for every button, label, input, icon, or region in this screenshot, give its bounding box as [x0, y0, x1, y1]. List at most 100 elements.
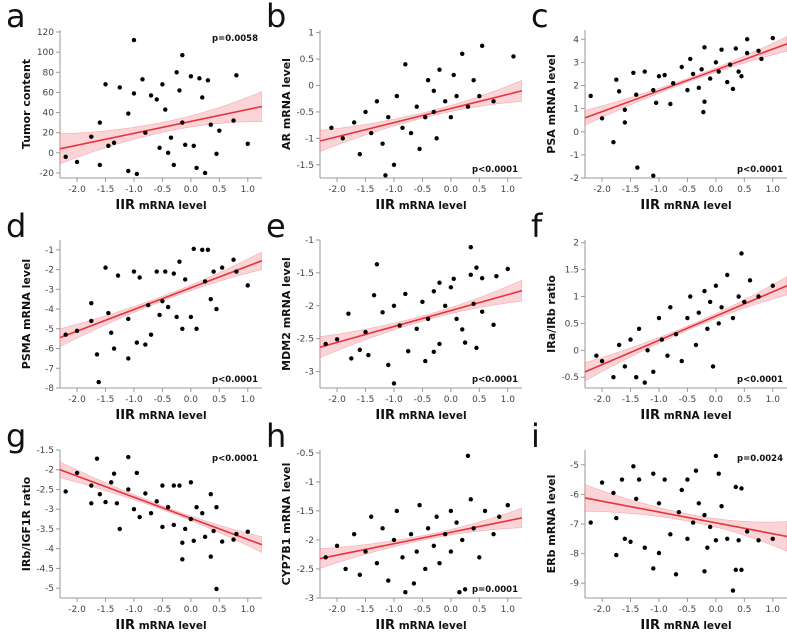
- data-point: [744, 37, 750, 42]
- data-point: [391, 303, 397, 308]
- y-tick-label: -2: [305, 536, 314, 546]
- y-tick-label: 100: [37, 48, 54, 58]
- data-point: [157, 145, 162, 150]
- y-tick-label: -1: [570, 151, 579, 161]
- data-point: [716, 471, 721, 476]
- data-point: [707, 524, 713, 530]
- p-value: p<0.0001: [472, 165, 518, 175]
- y-tick-label: -5: [45, 325, 54, 335]
- x-tick-label: 0.5: [737, 185, 751, 195]
- x-tick-label: 1.0: [241, 605, 256, 615]
- p-value: p<0.0001: [737, 375, 783, 385]
- x-tick-label: 1.0: [501, 185, 516, 195]
- x-tick-label: -0.5: [154, 395, 172, 405]
- plot-area: [320, 240, 522, 388]
- data-point: [174, 70, 179, 75]
- data-point: [642, 545, 647, 550]
- panel-letter: e: [266, 210, 286, 245]
- x-tick-label: -1.5: [622, 605, 640, 615]
- data-point: [131, 37, 137, 43]
- data-point: [386, 362, 391, 368]
- data-point: [636, 326, 642, 331]
- y-tick-label: 80: [43, 68, 55, 78]
- x-tick-label: 0.5: [212, 605, 226, 615]
- data-point: [454, 520, 459, 525]
- data-point: [165, 304, 171, 310]
- data-point: [200, 247, 205, 253]
- data-point: [163, 107, 168, 112]
- y-tick-label: -8: [570, 550, 579, 560]
- data-point: [431, 109, 437, 115]
- data-point: [357, 347, 363, 353]
- data-point: [96, 379, 101, 385]
- data-point: [491, 322, 496, 328]
- data-point: [323, 555, 328, 560]
- data-point: [631, 70, 636, 75]
- data-point: [89, 501, 94, 506]
- data-point: [386, 115, 391, 120]
- data-point: [656, 501, 662, 506]
- y-tick-label: -7: [570, 520, 579, 530]
- data-point: [231, 257, 236, 262]
- data-point: [180, 120, 185, 125]
- data-point: [140, 77, 145, 82]
- data-point: [690, 520, 696, 525]
- x-tick-label: 0.5: [212, 395, 226, 405]
- x-axis-label-main: IIR: [640, 618, 660, 632]
- x-tick-label: 0.0: [444, 395, 459, 405]
- x-tick-label: -1.5: [97, 395, 115, 405]
- data-point: [759, 56, 764, 62]
- data-point: [688, 294, 693, 299]
- x-axis-label: IIR mRNA level: [375, 618, 466, 632]
- data-point: [730, 86, 736, 92]
- data-point: [631, 464, 636, 469]
- x-axis-label: IIR mRNA level: [375, 198, 466, 212]
- data-point: [143, 342, 148, 347]
- data-point: [182, 277, 188, 282]
- x-tick-label: -1.0: [650, 395, 668, 405]
- data-point: [202, 279, 208, 284]
- x-tick-label: -1.0: [125, 605, 143, 615]
- data-point: [437, 560, 442, 566]
- data-point: [702, 512, 707, 518]
- data-point: [160, 82, 165, 87]
- data-point: [690, 71, 696, 77]
- data-point: [188, 516, 194, 522]
- data-point: [434, 514, 439, 519]
- x-tick-label: 0.0: [184, 605, 199, 615]
- y-tick-label: 2: [573, 82, 579, 92]
- x-axis-label: IIR mRNA level: [375, 408, 466, 422]
- data-point: [63, 154, 68, 160]
- x-tick-label: -1.5: [97, 605, 115, 615]
- x-tick-label: -2.0: [328, 185, 346, 195]
- data-point: [622, 120, 628, 125]
- y-tick-label: -2.5: [296, 565, 314, 575]
- data-point: [454, 93, 459, 99]
- data-point: [97, 120, 103, 125]
- data-point: [202, 170, 208, 176]
- data-point: [599, 358, 605, 364]
- data-point: [103, 499, 108, 505]
- data-point: [651, 566, 656, 571]
- x-axis-label-sub: mRNA level: [660, 620, 732, 632]
- data-point: [656, 74, 662, 79]
- x-tick-label: -1.5: [357, 185, 375, 195]
- y-axis-label: MDM2 mRNA level: [280, 257, 293, 371]
- data-point: [214, 505, 219, 510]
- data-point: [168, 135, 174, 140]
- regression-line: [59, 259, 262, 339]
- y-axis-label: PSMA mRNA level: [20, 259, 33, 369]
- x-tick-label: 1.0: [241, 395, 256, 405]
- data-point: [357, 572, 363, 577]
- data-point: [636, 477, 642, 482]
- data-point: [109, 480, 114, 485]
- x-tick-label: 1.0: [766, 395, 781, 405]
- data-point: [477, 93, 482, 99]
- x-tick-label: -1.5: [357, 395, 375, 405]
- data-point: [614, 77, 619, 82]
- data-point: [154, 499, 159, 504]
- data-point: [634, 92, 639, 97]
- data-point: [688, 56, 693, 62]
- data-point: [208, 492, 213, 497]
- x-tick-label: -2.0: [68, 605, 86, 615]
